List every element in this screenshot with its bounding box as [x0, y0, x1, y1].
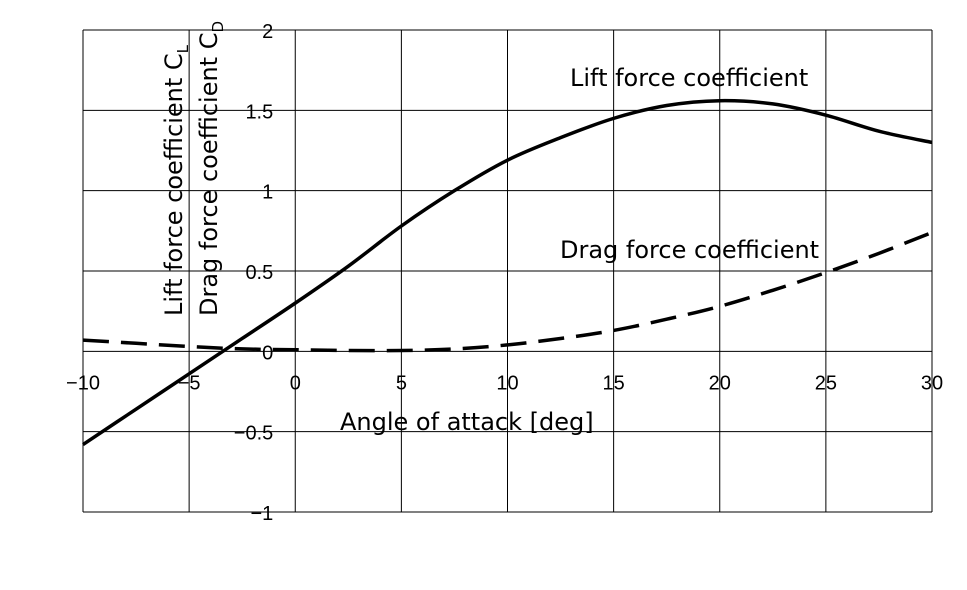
y-tick-label: 1: [262, 182, 273, 204]
y-tick-label: −1: [250, 503, 273, 525]
series-lines: [82, 98, 933, 446]
series-label-lift: Lift force coefficient: [570, 64, 808, 92]
x-tick-label: 0: [290, 372, 301, 394]
y-tick-label: 0.5: [245, 262, 273, 284]
y-tick-label: 1.5: [245, 101, 273, 123]
y-axis-label-drag: Drag force coefficient CD: [195, 21, 227, 316]
x-tick-label: 10: [496, 372, 518, 394]
x-tick-label: 5: [396, 372, 407, 394]
x-tick-label: 15: [603, 372, 625, 394]
series-label-drag: Drag force coefficient: [560, 236, 819, 264]
lift-coefficient-line: [82, 98, 933, 446]
y-tick-label: 2: [262, 21, 273, 43]
y-tick-label: 0: [262, 342, 273, 364]
x-tick-label: 20: [709, 372, 731, 394]
drag-coefficient-line: [82, 230, 933, 353]
y-axis-label-lift: Lift force coefficient CL: [160, 44, 192, 316]
y-tick-label: −0.5: [234, 423, 273, 445]
x-tick-label: 30: [921, 372, 943, 394]
tick-labels: −10 −5 0 5 10 15 20 25 30−1−0.500.511.52: [66, 21, 943, 525]
x-tick-label: 25: [815, 372, 837, 394]
x-axis-label: Angle of attack [deg]: [340, 408, 594, 436]
x-tick-label: −10: [66, 372, 100, 394]
